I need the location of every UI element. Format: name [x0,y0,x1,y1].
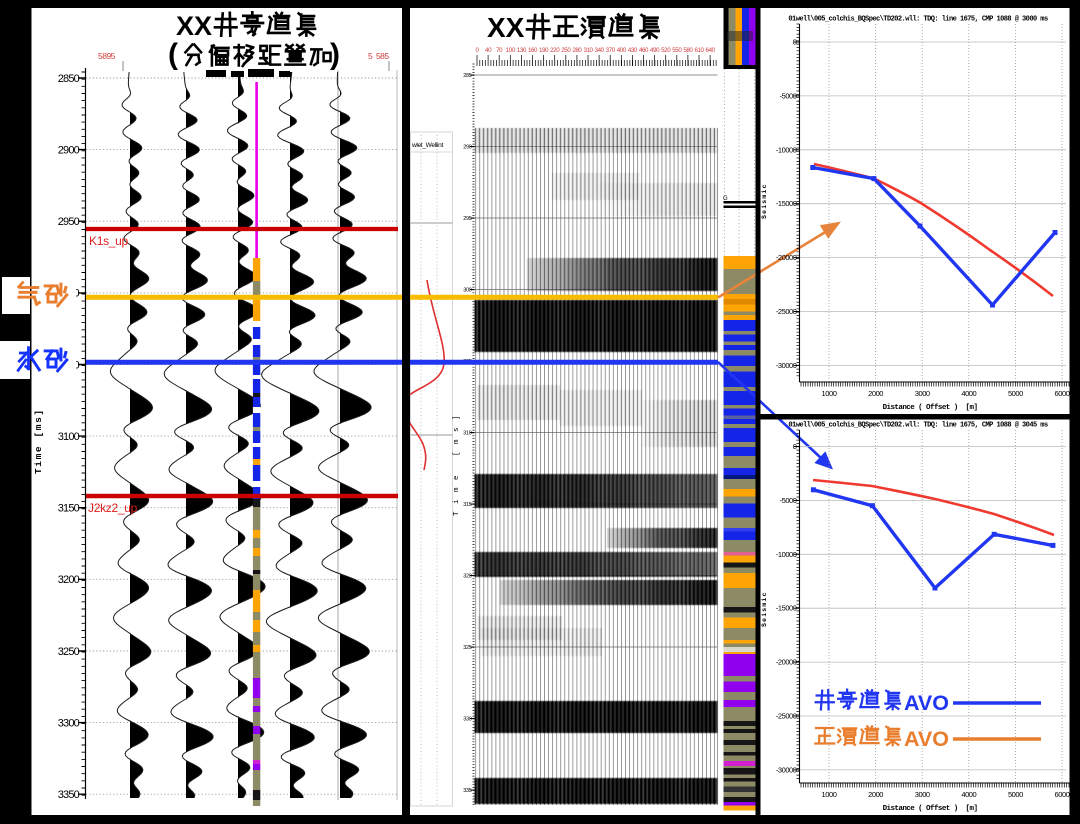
svg-text:5000: 5000 [1008,790,1023,799]
svg-text:310: 310 [463,431,472,437]
svg-text:490: 490 [650,47,660,54]
svg-text:-30000: -30000 [776,765,797,774]
svg-text:XX: XX [176,11,212,41]
svg-text:AVO: AVO [904,691,949,715]
svg-text:(: ( [168,38,178,71]
svg-text:2950: 2950 [58,216,80,228]
svg-text:370: 370 [606,47,616,54]
svg-text:280: 280 [572,47,582,54]
svg-text:-10000: -10000 [776,145,797,154]
svg-text:-5000: -5000 [780,496,797,505]
svg-text:460: 460 [639,47,649,54]
svg-text:300: 300 [463,288,472,294]
svg-text:-25000: -25000 [776,307,797,316]
svg-text:1000: 1000 [822,389,837,398]
svg-text:5895: 5895 [98,51,116,61]
svg-text:2000: 2000 [868,389,883,398]
svg-text:): ) [330,38,340,71]
svg-text:520: 520 [661,47,671,54]
svg-text:290: 290 [463,145,472,151]
svg-text:285: 285 [463,73,472,79]
svg-text:Time [ms]: Time [ms] [453,408,461,516]
svg-text:320: 320 [463,574,472,580]
svg-text:160: 160 [528,47,538,54]
svg-text:Distance ( Offset ) [m]: Distance ( Offset ) [m] [883,805,978,813]
svg-text:3000: 3000 [915,389,930,398]
svg-text:250: 250 [561,47,571,54]
svg-text:100: 100 [506,47,516,54]
svg-text:XX: XX [487,12,525,43]
svg-text:3200: 3200 [58,574,80,586]
svg-text:-30000: -30000 [776,361,797,370]
svg-text:400: 400 [617,47,627,54]
svg-text:-5000: -5000 [780,91,797,100]
svg-text:2000: 2000 [868,790,883,799]
svg-text:-25000: -25000 [776,712,797,721]
svg-text:3250: 3250 [58,646,80,658]
svg-text:4000: 4000 [961,790,976,799]
svg-text:J2kz2_up: J2kz2_up [88,501,138,515]
svg-text:-20000: -20000 [776,658,797,667]
svg-text:3000: 3000 [915,790,930,799]
svg-text:6000: 6000 [1055,389,1070,398]
svg-text:wlet_Wellint: wlet_Wellint [411,142,443,149]
svg-text:310: 310 [583,47,593,54]
svg-text:G: G [723,196,728,202]
svg-text:330: 330 [463,717,472,723]
svg-text:5 585: 5 585 [368,51,389,61]
svg-text:315: 315 [463,502,472,508]
svg-text:1000: 1000 [822,790,837,799]
svg-text:Distance ( Offset ) [m]: Distance ( Offset ) [m] [883,404,978,412]
svg-text:70: 70 [496,47,503,54]
svg-text:01well\005_colchis_BQSpec\TD20: 01well\005_colchis_BQSpec\TD202.wll: TDQ… [788,16,1048,24]
svg-text:5000: 5000 [1008,389,1023,398]
svg-text:Seismic: Seismic [761,591,768,627]
svg-text:-15000: -15000 [776,199,797,208]
svg-text:-15000: -15000 [776,604,797,613]
svg-text:550: 550 [672,47,682,54]
svg-text:130: 130 [517,47,527,54]
svg-text:3150: 3150 [58,503,80,515]
svg-text:3350: 3350 [58,789,80,801]
svg-text:2900: 2900 [58,144,80,156]
svg-text:40: 40 [485,47,492,54]
svg-text:K1s_up: K1s_up [89,234,129,248]
svg-text:3100: 3100 [58,431,80,443]
svg-text:295: 295 [463,216,472,222]
svg-text:340: 340 [595,47,605,54]
svg-text:-20000: -20000 [776,253,797,262]
svg-text:0: 0 [475,47,479,54]
svg-text:610: 610 [694,47,704,54]
svg-text:3300: 3300 [58,717,80,729]
svg-text:Seismic: Seismic [761,183,768,219]
svg-text:6000: 6000 [1055,790,1070,799]
svg-text:430: 430 [628,47,638,54]
svg-text:220: 220 [550,47,560,54]
svg-text:325: 325 [463,645,472,651]
svg-text:2850: 2850 [58,73,80,85]
svg-text:01well\005_colchis_BQSpec\TD20: 01well\005_colchis_BQSpec\TD202.wll: TDQ… [788,422,1048,430]
svg-text:Time [ms]: Time [ms] [33,408,44,474]
svg-text:-10000: -10000 [776,550,797,559]
svg-text:4000: 4000 [961,389,976,398]
svg-text:640: 640 [706,47,716,54]
svg-text:335: 335 [463,788,472,794]
svg-text:AVO: AVO [904,727,949,751]
svg-text:580: 580 [683,47,693,54]
svg-text:190: 190 [539,47,549,54]
